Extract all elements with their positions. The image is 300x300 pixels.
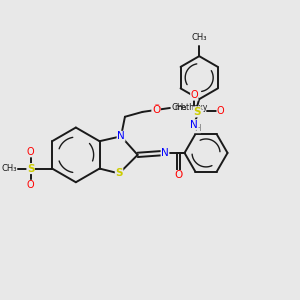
Text: CH₃: CH₃ <box>2 164 17 173</box>
Text: O: O <box>190 90 198 100</box>
Text: H: H <box>194 124 201 133</box>
Text: S: S <box>115 168 123 178</box>
Text: CH₃: CH₃ <box>171 103 187 112</box>
Text: O: O <box>27 147 34 157</box>
Text: O: O <box>27 180 34 190</box>
Text: methoxy: methoxy <box>174 103 207 112</box>
Text: O: O <box>175 170 183 180</box>
Text: N: N <box>161 148 169 158</box>
Text: N: N <box>117 131 125 141</box>
Text: N: N <box>190 119 198 130</box>
Text: CH₃: CH₃ <box>191 34 207 43</box>
Text: O: O <box>152 105 160 115</box>
Text: O: O <box>217 106 224 116</box>
Text: S: S <box>27 164 34 174</box>
Text: S: S <box>194 107 201 117</box>
Text: O: O <box>152 104 160 115</box>
